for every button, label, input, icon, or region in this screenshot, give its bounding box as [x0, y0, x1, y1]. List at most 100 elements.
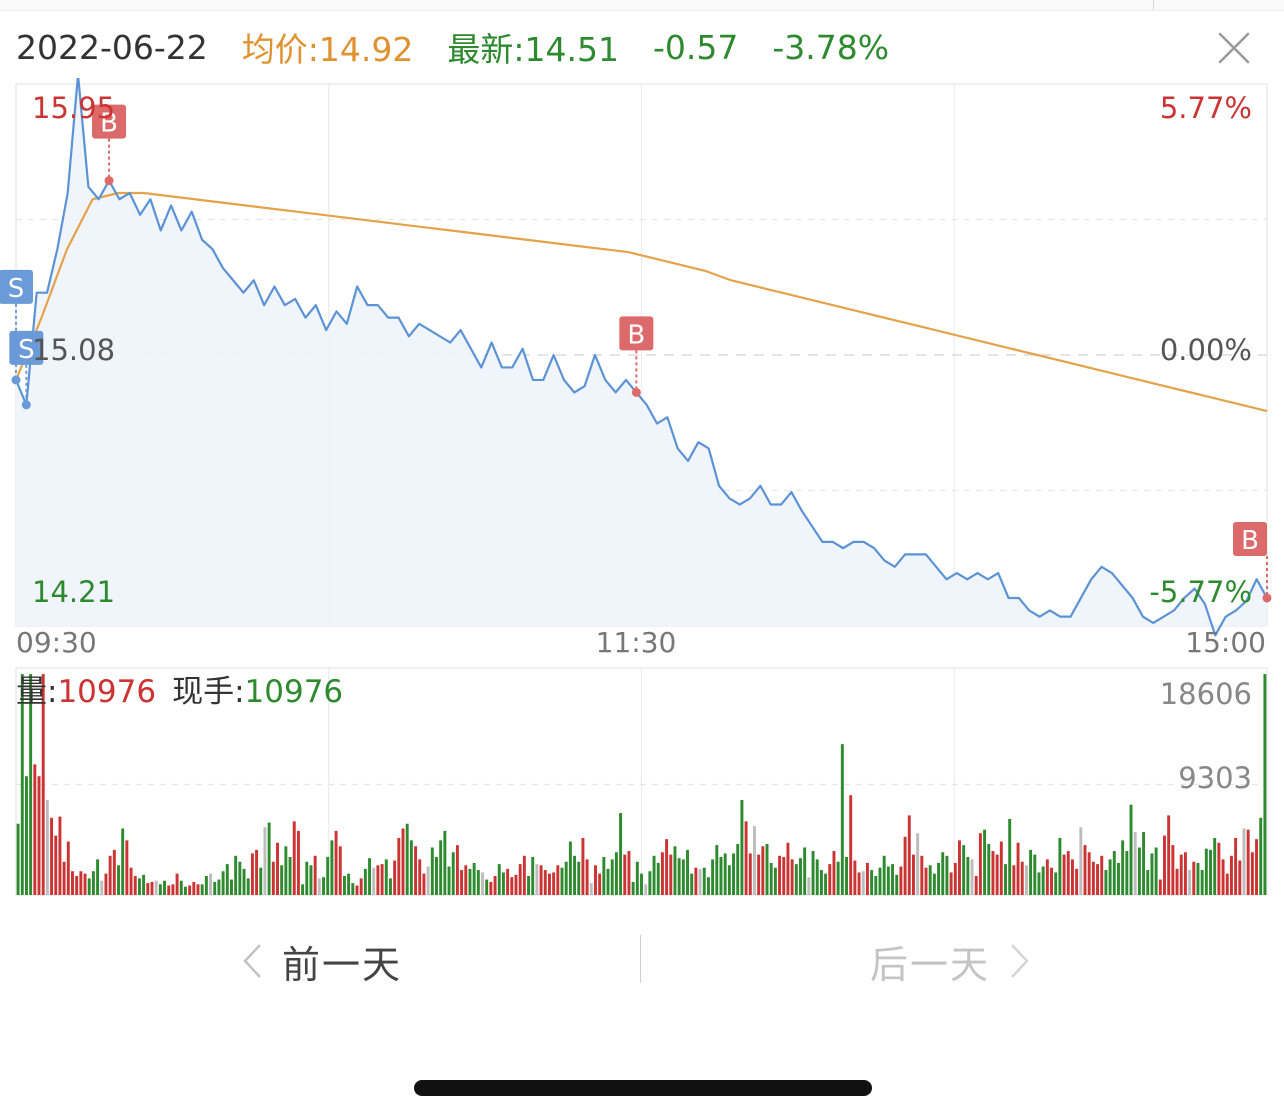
volume-bar	[100, 880, 104, 895]
volume-bar	[1129, 804, 1133, 895]
volume-bar	[744, 821, 748, 895]
volume-bar	[58, 816, 62, 895]
volume-bar	[91, 871, 95, 895]
volume-bar	[878, 867, 882, 895]
chevron-left-icon	[243, 944, 261, 978]
volume-bar	[518, 864, 522, 895]
volume-bar	[819, 870, 823, 895]
volume-bar	[1070, 859, 1074, 895]
volume-bar	[1242, 828, 1246, 895]
volume-bar	[41, 674, 45, 895]
volume-bar	[790, 859, 794, 895]
volume-bar	[167, 885, 171, 895]
volume-bar	[497, 864, 501, 895]
volume-bar	[886, 866, 890, 895]
volume-bar	[799, 858, 802, 895]
latest-price: 最新:14.51	[447, 30, 619, 69]
trade-date: 2022-06-22	[16, 27, 208, 67]
volume-bar	[527, 875, 530, 895]
volume-bar	[83, 873, 87, 895]
right-high-pct-label: 5.77%	[1160, 91, 1252, 125]
volume-bar	[372, 867, 376, 895]
volume-bar	[857, 872, 861, 895]
volume-bar	[694, 867, 698, 895]
volume-bar	[1204, 848, 1208, 895]
volume-bar	[50, 817, 54, 895]
volume-bar	[748, 853, 752, 895]
volume-bar	[715, 845, 719, 895]
volume-bar	[45, 799, 49, 895]
volume-bar	[937, 862, 941, 895]
strip-tick	[1153, 0, 1154, 10]
volume-bar	[941, 852, 945, 895]
volume-bar	[75, 875, 79, 895]
volume-bar	[652, 855, 656, 895]
volume-bar	[719, 856, 723, 895]
volume-bar	[1259, 817, 1263, 895]
volume-bar	[945, 855, 949, 895]
volume-bar	[786, 842, 790, 895]
volume-bar	[610, 859, 614, 895]
volume-bar	[1171, 845, 1175, 895]
volume-bar	[238, 861, 242, 895]
volume-bar	[213, 881, 217, 895]
price-area	[16, 78, 1267, 636]
volume-bar	[627, 851, 631, 895]
volume-bar	[305, 861, 309, 895]
prev-day-button[interactable]: 前一天	[240, 930, 402, 992]
volume-bar	[1200, 870, 1204, 895]
volume-bar	[255, 849, 259, 895]
right-mid-pct-label: 0.00%	[1160, 333, 1252, 367]
volume-bar	[476, 870, 480, 895]
volume-bar	[121, 828, 125, 895]
volume-bar	[204, 875, 208, 895]
volume-bar	[380, 864, 384, 895]
volume-bar	[1075, 868, 1079, 895]
volume-bar	[1154, 847, 1158, 895]
volume-bar	[188, 885, 192, 895]
volume-bar	[874, 875, 878, 895]
volume-bar	[464, 865, 468, 895]
volume-bar	[171, 884, 175, 895]
volume-bar	[405, 823, 409, 895]
volume-bar	[782, 856, 786, 895]
next-day-button[interactable]: 后一天	[870, 930, 1032, 992]
volume-bar	[154, 880, 158, 895]
volume-bar	[401, 828, 405, 895]
volume-bar	[455, 845, 459, 895]
volume-bar	[481, 872, 484, 895]
marker-label: S	[18, 335, 35, 365]
volume-bar	[183, 886, 187, 895]
volume-bar	[137, 878, 141, 895]
volume-bar	[594, 865, 597, 895]
volume-bar	[447, 866, 451, 895]
volume-bar	[79, 871, 83, 895]
volume-bar	[451, 852, 455, 895]
volume-bar	[322, 877, 325, 895]
volume-bar	[644, 884, 648, 895]
volume-bar	[966, 856, 970, 895]
volume-bar	[853, 860, 857, 895]
chevron-right-icon	[1011, 944, 1029, 978]
volume-bar	[33, 764, 37, 895]
volume-bar	[1016, 842, 1020, 895]
volume-bar	[614, 852, 618, 895]
volume-bar	[1008, 818, 1012, 895]
volume-bar	[539, 865, 543, 895]
marker-label: B	[627, 320, 645, 350]
volume-bar	[443, 830, 447, 895]
volume-bar	[1100, 855, 1104, 895]
marker-dot	[21, 400, 31, 410]
left-low-label: 14.21	[32, 575, 115, 609]
volume-bar	[246, 878, 250, 895]
volume-bar	[514, 874, 518, 895]
volume-bar	[794, 864, 798, 895]
average-price-line	[14, 191, 1268, 413]
volume-bar	[958, 840, 961, 895]
close-icon[interactable]	[1214, 28, 1254, 68]
next-day-label: 后一天	[870, 942, 991, 987]
volume-bar	[903, 836, 907, 895]
volume-bar	[757, 854, 761, 895]
volume-bar	[242, 868, 246, 895]
volume-bar	[815, 859, 819, 895]
